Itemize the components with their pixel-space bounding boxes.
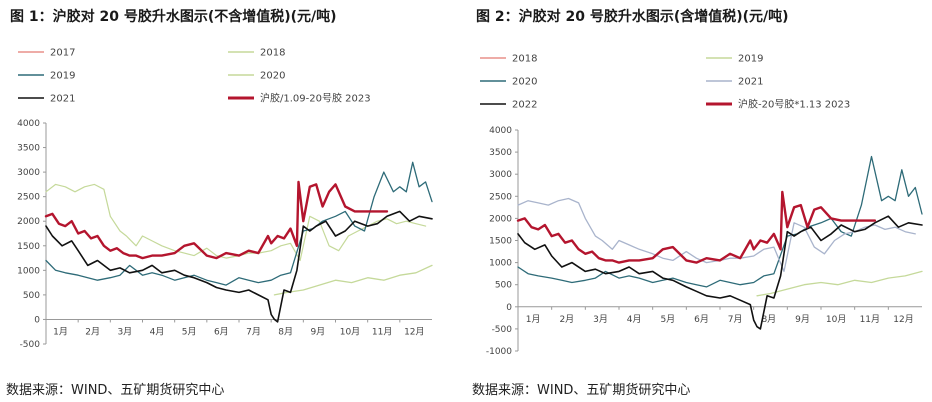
x-tick-label: 1月 [53,326,68,337]
chart-panel-2: 图 2：沪胶对 20 号胶升水图示(含增值税)(元/吨) 2018 2019 202… [466,0,932,402]
y-tick-label: 0 [34,315,40,325]
series-line-沪胶-20号胶*1.13 2023 [516,190,877,264]
series-line-2019 [756,270,923,297]
chart-panel-1: 图 1：沪胶对 20 号胶升水图示(不含增值税)(元/吨) 2017 2018 20… [6,9,433,398]
y-tick-label: -1000 [486,347,512,357]
y-tick-label: -500 [492,325,513,335]
chart-title-1: 图 1：沪胶对 20 号胶升水图示(不含增值税)(元/吨) [10,9,337,25]
y-tick-label: 4000 [489,126,512,136]
series-line-2019 [45,161,433,286]
x-tick-label: 5月 [660,314,675,325]
x-tick-label: 8月 [278,326,293,337]
legend-label-沪胶-20号胶*1.13 2023: 沪胶-20号胶*1.13 2023 [738,98,850,111]
series-line-2021 [517,197,916,273]
y-tick-label: 500 [495,281,512,291]
y-tick-label: 2000 [17,217,40,227]
line-chart-2: 2018 2019 2020 2021 2022 沪胶-20号胶*1.13 2023 -10… [480,54,923,357]
x-tick-label: 4月 [150,326,165,337]
legend-label-2017: 2017 [50,48,75,59]
x-tick-label: 7月 [728,314,743,325]
x-tick-label: 12月 [404,326,424,337]
x-tick-label: 12月 [893,314,913,325]
series-line-2021 [45,210,433,323]
y-tick-label: 1000 [489,259,512,269]
y-tick-label: 1500 [17,242,40,252]
y-tick-label: -500 [20,340,41,350]
x-tick-label: 2月 [559,314,574,325]
legend-label-2019: 2019 [738,54,763,65]
series-line-2018 [45,183,427,262]
series-line-沪胶/1.09-20号胶 2023 [44,180,389,260]
y-tick-label: 2500 [489,192,512,202]
y-tick-label: 500 [23,291,40,301]
x-tick-label: 9月 [310,326,325,337]
series-line-2020 [517,155,923,288]
legend-label-2021: 2021 [50,94,75,105]
x-tick-label: 10月 [826,314,846,325]
x-tick-label: 10月 [340,326,360,337]
y-tick-label: 3000 [489,170,512,180]
y-tick-label: 3500 [489,148,512,158]
x-tick-label: 9月 [795,314,810,325]
legend-label-2021: 2021 [738,77,763,88]
x-tick-label: 8月 [761,314,776,325]
y-tick-label: 4000 [17,119,40,129]
y-tick-label: 0 [506,303,512,313]
legend-label-2020: 2020 [512,77,537,88]
legend-label-2019: 2019 [50,71,75,82]
x-tick-label: 11月 [860,314,880,325]
x-tick-label: 6月 [214,326,229,337]
x-tick-label: 4月 [627,314,642,325]
y-tick-label: 1500 [489,237,512,247]
x-tick-label: 3月 [117,326,132,337]
x-tick-label: 5月 [182,326,197,337]
series-line-2020 [273,264,433,296]
y-tick-label: 3000 [17,168,40,178]
legend-label-2022: 2022 [512,100,537,111]
chart-source-2: 数据来源：WIND、五矿期货研究中心 [472,383,691,398]
x-tick-label: 3月 [593,314,608,325]
x-tick-label: 7月 [246,326,261,337]
y-tick-label: 2000 [489,214,512,224]
y-tick-label: 2500 [17,193,40,203]
y-tick-label: 3500 [17,144,40,154]
chart-title-2: 图 2：沪胶对 20 号胶升水图示(含增值税)(元/吨) [476,9,789,25]
x-tick-label: 11月 [372,326,392,337]
y-tick-label: 1000 [17,266,40,276]
chart-source-1: 数据来源：WIND、五矿期货研究中心 [6,383,225,398]
legend-label-2018: 2018 [512,54,537,65]
line-chart-1: 2017 2018 2019 2020 2021 沪胶/1.09-20号胶 2023 -50… [17,48,433,350]
legend-label-2018: 2018 [260,48,285,59]
legend-label-沪胶/1.09-20号胶 2023: 沪胶/1.09-20号胶 2023 [260,92,371,105]
legend-label-2020: 2020 [260,71,285,82]
series-line-2022 [517,215,923,330]
x-tick-label: 2月 [85,326,100,337]
x-tick-label: 1月 [526,314,541,325]
x-tick-label: 6月 [694,314,709,325]
